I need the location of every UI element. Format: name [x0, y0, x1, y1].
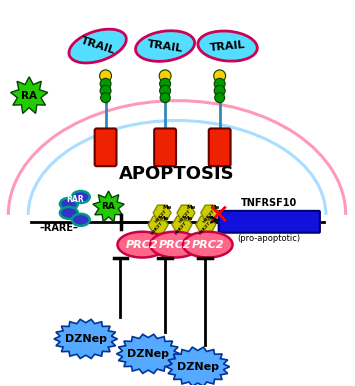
Text: Me: Me: [207, 216, 216, 221]
Text: TRAIL: TRAIL: [209, 39, 246, 52]
Polygon shape: [11, 77, 48, 113]
FancyBboxPatch shape: [154, 129, 176, 166]
Ellipse shape: [72, 191, 90, 203]
Polygon shape: [116, 334, 180, 373]
Ellipse shape: [136, 31, 195, 61]
Ellipse shape: [72, 214, 90, 226]
Polygon shape: [93, 191, 124, 222]
Ellipse shape: [60, 207, 78, 219]
Ellipse shape: [183, 232, 233, 257]
Text: H3K27: H3K27: [154, 208, 168, 223]
Circle shape: [159, 70, 171, 82]
Text: H3K27: H3K27: [178, 208, 192, 223]
Circle shape: [100, 78, 111, 89]
Circle shape: [214, 70, 226, 82]
Text: PRC2: PRC2: [126, 240, 159, 250]
Ellipse shape: [118, 232, 167, 257]
Text: H3K27: H3K27: [202, 208, 215, 223]
Polygon shape: [166, 347, 230, 386]
Text: PRC2: PRC2: [159, 240, 191, 250]
Ellipse shape: [150, 232, 200, 257]
Text: ✕: ✕: [206, 202, 229, 230]
Text: H3K27: H3K27: [198, 220, 212, 235]
FancyBboxPatch shape: [95, 129, 116, 166]
Ellipse shape: [60, 198, 78, 210]
Text: DZNep: DZNep: [65, 334, 107, 344]
Text: H3K27: H3K27: [174, 220, 188, 235]
Circle shape: [160, 85, 170, 96]
Text: APOPTOSIS: APOPTOSIS: [119, 165, 235, 183]
Text: TRAIL: TRAIL: [147, 39, 184, 54]
Text: TRAIL: TRAIL: [79, 36, 116, 56]
Text: H3K27: H3K27: [151, 220, 164, 235]
Circle shape: [214, 85, 225, 96]
Text: DZNep: DZNep: [127, 349, 169, 359]
Circle shape: [100, 85, 111, 96]
FancyBboxPatch shape: [219, 211, 320, 233]
Text: Me: Me: [210, 205, 219, 210]
Text: (pro-apoptotic): (pro-apoptotic): [238, 234, 301, 243]
Circle shape: [214, 78, 225, 89]
FancyBboxPatch shape: [209, 129, 231, 166]
Text: Me: Me: [186, 205, 196, 210]
Circle shape: [100, 70, 111, 82]
Polygon shape: [54, 319, 118, 359]
Ellipse shape: [69, 29, 126, 63]
Circle shape: [160, 93, 170, 103]
Ellipse shape: [198, 31, 257, 61]
Circle shape: [215, 93, 225, 103]
Text: Me: Me: [163, 205, 172, 210]
Text: PRC2: PRC2: [191, 240, 224, 250]
Text: TNFRSF10: TNFRSF10: [241, 198, 297, 208]
Text: RAR: RAR: [66, 195, 84, 205]
Circle shape: [160, 78, 170, 89]
Text: Me: Me: [183, 216, 192, 221]
Text: RA: RA: [102, 202, 115, 212]
Circle shape: [100, 93, 110, 103]
Text: RA: RA: [21, 91, 37, 101]
Text: –RARE–: –RARE–: [39, 223, 78, 233]
Text: DZNep: DZNep: [177, 362, 219, 372]
Text: Me: Me: [159, 216, 169, 221]
